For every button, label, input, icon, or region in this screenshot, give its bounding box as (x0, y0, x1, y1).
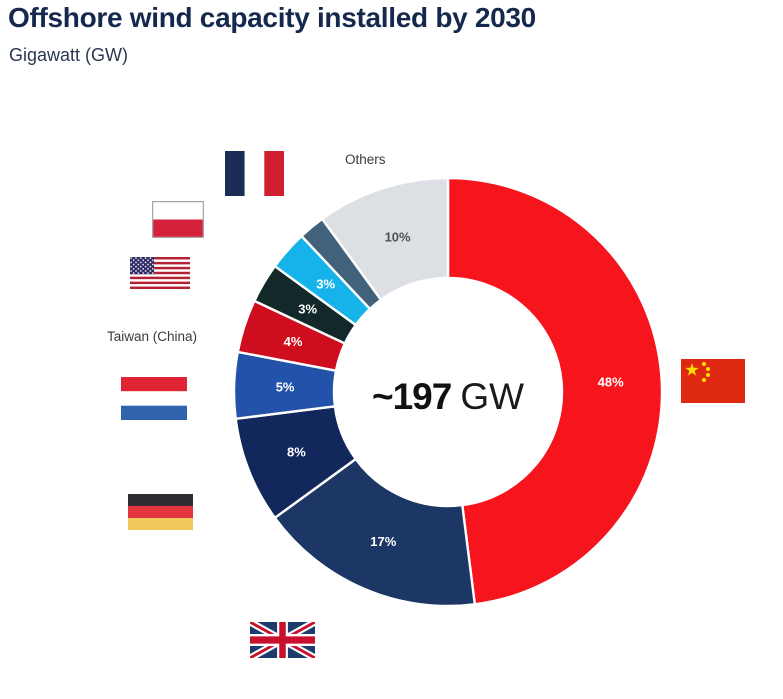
chart-title: Offshore wind capacity installed by 2030 (8, 2, 536, 33)
segment-label-united-kingdom: 17% (370, 534, 396, 549)
segment-label-poland: 3% (316, 277, 335, 292)
donut-segment-others (321, 176, 450, 301)
germany-flag-icon (128, 494, 193, 530)
china-flag-icon (681, 359, 745, 403)
united-states-flag-icon (130, 257, 190, 289)
chart-subtitle: Gigawatt (GW) (9, 45, 129, 65)
poland-flag-icon (151, 200, 205, 239)
segment-label-taiwan-china: 4% (284, 334, 303, 349)
france-flag-icon (225, 151, 284, 196)
donut-center-label: ~197 GW (372, 376, 524, 418)
others-label: Others (345, 152, 386, 167)
segment-label-germany: 8% (287, 445, 306, 460)
total-capacity-unit: GW (460, 376, 525, 417)
segment-label-others: 10% (385, 230, 411, 245)
total-capacity-value: ~197 (371, 376, 452, 417)
segment-label-china: 48% (598, 374, 624, 389)
united-kingdom-flag-icon (248, 618, 317, 662)
taiwan-label: Taiwan (China) (107, 329, 198, 344)
netherlands-flag-icon (121, 377, 187, 420)
donut-segment-china (446, 176, 664, 606)
segment-label-united-states: 3% (298, 302, 317, 317)
segment-label-netherlands: 5% (276, 379, 295, 394)
donut-segment-united-kingdom (273, 457, 477, 608)
